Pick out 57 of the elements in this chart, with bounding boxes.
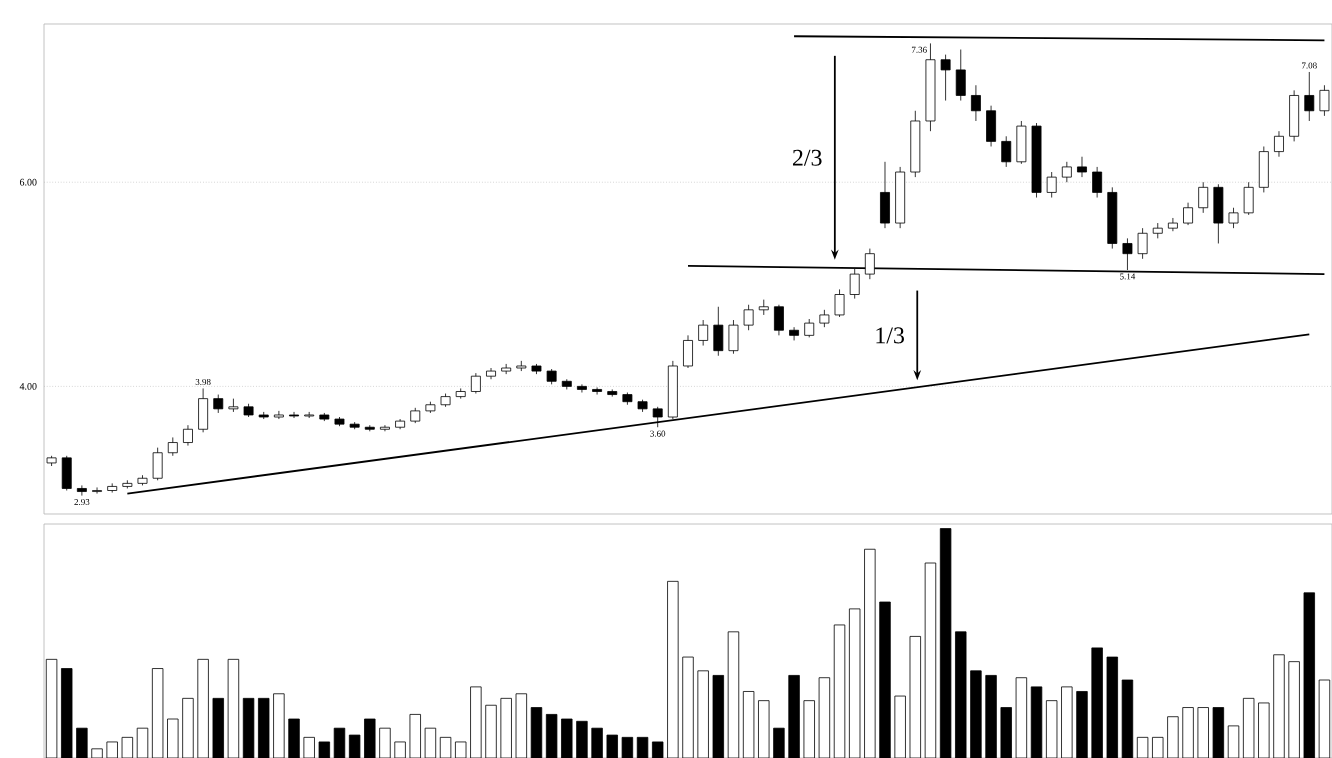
candlestick — [804, 318, 815, 338]
candlestick — [773, 304, 784, 336]
candlestick — [1319, 84, 1330, 117]
candlestick — [955, 49, 966, 101]
candlestick — [576, 383, 587, 393]
candlestick — [1092, 166, 1103, 198]
candlestick — [1061, 161, 1072, 183]
candlestick — [76, 485, 87, 497]
bar — [530, 707, 543, 758]
candlestick — [470, 372, 481, 394]
candlestick — [1167, 217, 1178, 232]
bar — [1030, 686, 1043, 758]
candlestick — [1046, 171, 1057, 198]
candlestick — [213, 394, 224, 414]
bar — [833, 624, 846, 758]
bar — [333, 727, 346, 758]
candlestick — [1243, 181, 1254, 216]
candlestick — [652, 406, 663, 428]
candlestick — [789, 326, 800, 341]
candlestick — [1016, 120, 1027, 165]
candlestick — [1258, 146, 1269, 193]
annotation: 2/3 — [792, 149, 822, 166]
candlestick — [61, 455, 72, 491]
candlestick — [1274, 130, 1284, 158]
candlestick — [92, 487, 102, 494]
candlestick — [592, 387, 603, 395]
candlestick — [1137, 227, 1148, 260]
candlestick — [698, 319, 709, 346]
candlestick — [970, 84, 981, 122]
candlestick — [1001, 135, 1012, 168]
bar — [1227, 725, 1240, 758]
candlestick — [986, 105, 997, 147]
candlestick — [1198, 181, 1209, 214]
candlestick — [289, 411, 299, 419]
candlestick — [683, 334, 693, 369]
bar — [727, 631, 740, 758]
candlestick — [1304, 71, 1315, 122]
candlestick — [1228, 207, 1239, 229]
candlestick — [758, 299, 769, 316]
candlestick — [713, 306, 724, 357]
candlestick — [1289, 89, 1300, 142]
candlestick — [743, 304, 754, 331]
candlestick — [1077, 156, 1087, 178]
candlestick — [880, 161, 890, 229]
candlestick — [167, 437, 178, 457]
candlestick — [273, 410, 284, 420]
candlestick — [183, 424, 193, 446]
candlestick — [834, 289, 845, 318]
candlestick — [940, 54, 951, 101]
candlestick — [1213, 183, 1224, 244]
candlestick — [1183, 202, 1193, 226]
candlestick — [380, 424, 390, 432]
candlestick — [198, 388, 209, 433]
candlestick — [152, 447, 163, 481]
candlestick — [728, 319, 739, 355]
bar — [136, 727, 149, 758]
annotation: 1/3 — [876, 327, 904, 344]
